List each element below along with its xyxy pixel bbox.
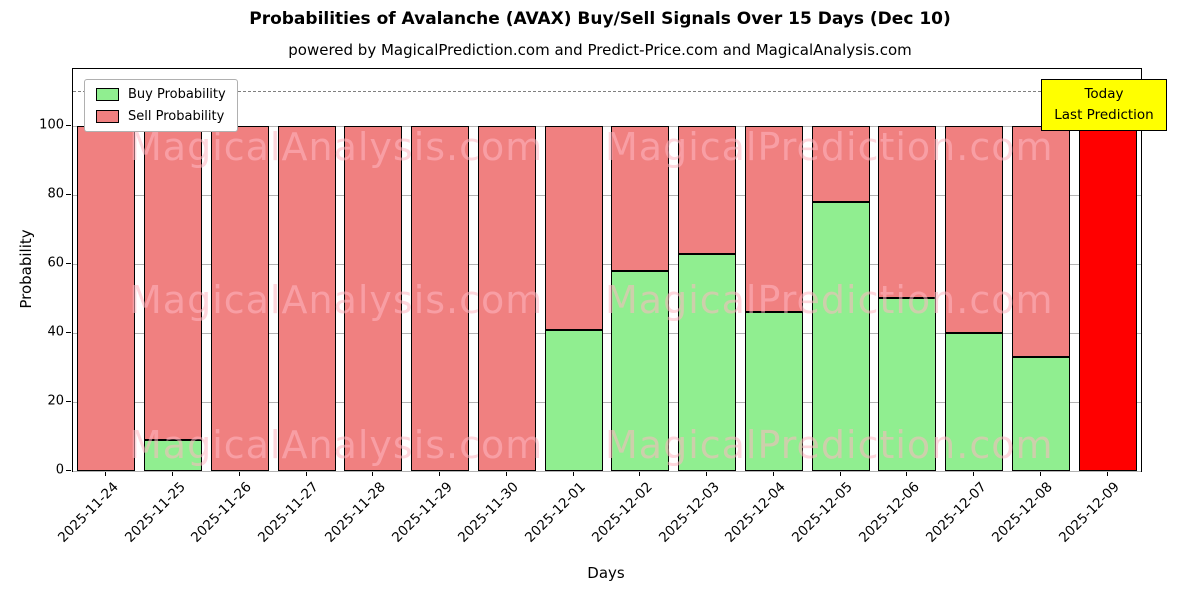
- x-tick-label: 2025-11-24: [54, 479, 122, 546]
- x-tick-label: 2025-12-02: [588, 479, 656, 546]
- x-tick-mark: [305, 471, 307, 476]
- buy-bar-segment: [1011, 357, 1070, 471]
- sell-bar-segment: [77, 125, 136, 471]
- x-tick-label: 2025-12-06: [855, 479, 923, 546]
- x-tick-label: 2025-12-09: [1056, 479, 1123, 546]
- x-tick-label: 2025-12-08: [989, 479, 1057, 546]
- sell-bar-segment: [678, 125, 737, 254]
- gridline: [73, 263, 1141, 265]
- x-tick-mark: [172, 471, 174, 476]
- x-tick-label: 2025-11-29: [388, 479, 456, 546]
- y-tick-mark: [66, 331, 71, 333]
- buy-bar-segment: [811, 201, 870, 471]
- legend-label-sell: Sell Probability: [128, 109, 225, 124]
- y-tick-label: 80: [47, 186, 64, 202]
- gridline: [73, 471, 1141, 472]
- sell-bar-segment: [1078, 125, 1137, 471]
- x-tick-label: 2025-11-25: [121, 479, 189, 546]
- x-tick-label: 2025-12-01: [522, 479, 589, 546]
- sell-bar-segment: [811, 125, 870, 202]
- buy-swatch: [96, 88, 119, 101]
- buy-bar-segment: [744, 312, 803, 471]
- y-tick-mark: [66, 262, 71, 264]
- legend: Buy Probability Sell Probability: [84, 79, 238, 132]
- x-axis-label: Days: [587, 564, 625, 582]
- sell-bar-segment: [411, 125, 470, 471]
- threshold-dashed-line: [73, 91, 1141, 93]
- sell-bar-segment: [744, 125, 803, 313]
- buy-bar-segment: [611, 270, 670, 471]
- x-tick-mark: [772, 471, 774, 476]
- buy-bar-segment: [544, 329, 603, 471]
- x-tick-mark: [105, 471, 107, 476]
- x-tick-mark: [439, 471, 441, 476]
- x-tick-mark: [839, 471, 841, 476]
- y-tick-mark: [66, 470, 71, 471]
- x-tick-mark: [572, 471, 574, 476]
- sell-bar-segment: [210, 125, 269, 471]
- y-tick-mark: [66, 400, 71, 402]
- gridline: [73, 401, 1141, 403]
- y-tick-mark: [66, 193, 71, 195]
- sell-swatch: [96, 110, 119, 123]
- buy-bar-segment: [144, 439, 203, 471]
- y-tick-label: 100: [39, 117, 64, 133]
- gridline: [73, 194, 1141, 196]
- x-tick-mark: [973, 471, 975, 476]
- today-annotation: Today Last Prediction: [1041, 79, 1167, 131]
- x-tick-label: 2025-11-27: [255, 479, 322, 546]
- x-tick-mark: [1039, 471, 1041, 476]
- x-tick-mark: [238, 471, 240, 476]
- gridline: [73, 332, 1141, 334]
- sell-bar-segment: [344, 125, 403, 471]
- sell-bar-segment: [144, 125, 203, 440]
- y-tick-label: 60: [47, 255, 64, 271]
- x-tick-label: 2025-11-30: [455, 479, 523, 546]
- chart-subtitle: powered by MagicalPrediction.com and Pre…: [288, 41, 912, 59]
- x-tick-label: 2025-12-03: [655, 479, 723, 546]
- buy-bar-segment: [678, 253, 737, 471]
- y-tick-label: 40: [47, 324, 64, 340]
- chart-title: Probabilities of Avalanche (AVAX) Buy/Se…: [249, 9, 951, 29]
- y-tick-label: 20: [47, 393, 64, 409]
- sell-bar-segment: [477, 125, 536, 471]
- x-tick-label: 2025-12-05: [789, 479, 856, 546]
- sell-bar-segment: [277, 125, 336, 471]
- x-tick-mark: [505, 471, 507, 476]
- x-tick-mark: [706, 471, 708, 476]
- sell-bar-segment: [611, 125, 670, 271]
- sell-bar-segment: [945, 125, 1004, 333]
- y-tick-label: 0: [55, 462, 64, 478]
- legend-label-buy: Buy Probability: [128, 87, 226, 102]
- x-tick-mark: [372, 471, 374, 476]
- buy-bar-segment: [945, 332, 1004, 471]
- x-tick-mark: [906, 471, 908, 476]
- buy-bar-segment: [878, 298, 937, 471]
- legend-item-buy: Buy Probability: [96, 87, 226, 102]
- gridline: [73, 125, 1141, 127]
- x-tick-mark: [639, 471, 641, 476]
- today-annotation-line1: Today: [1084, 86, 1124, 102]
- sell-bar-segment: [878, 125, 937, 299]
- x-tick-mark: [1106, 471, 1108, 476]
- sell-bar-segment: [1011, 125, 1070, 358]
- y-tick-mark: [66, 124, 71, 126]
- today-annotation-line2: Last Prediction: [1054, 106, 1154, 123]
- sell-bar-segment: [544, 125, 603, 330]
- legend-item-sell: Sell Probability: [96, 109, 226, 124]
- x-tick-label: 2025-12-04: [722, 479, 790, 546]
- x-tick-label: 2025-11-28: [321, 479, 389, 546]
- x-tick-label: 2025-12-07: [922, 479, 990, 546]
- x-tick-label: 2025-11-26: [188, 479, 256, 546]
